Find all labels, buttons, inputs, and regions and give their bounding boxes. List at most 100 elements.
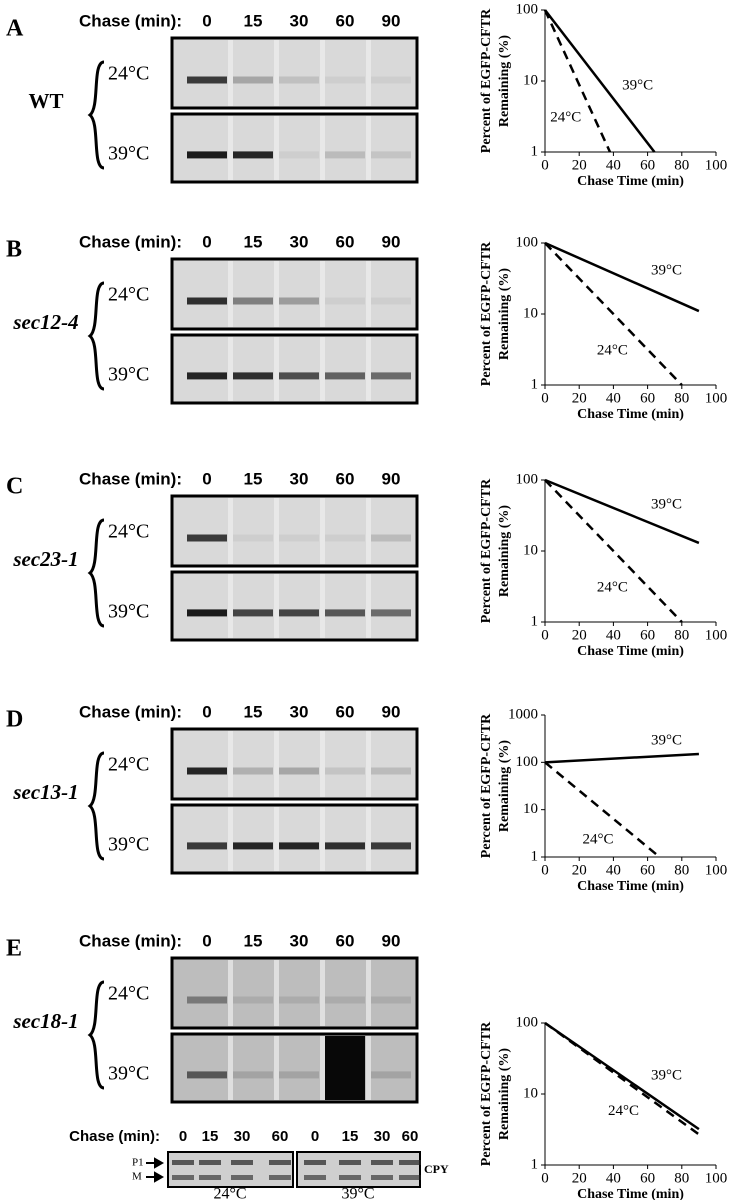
x-tick-label: 80	[674, 862, 689, 878]
lane-time: 90	[382, 232, 401, 251]
gel-band	[279, 297, 319, 305]
gel-band	[233, 151, 273, 159]
series-label: 39°C	[651, 732, 682, 748]
temp-label: 39°C	[108, 364, 149, 386]
x-tick-label: 0	[541, 1170, 549, 1186]
lane-time: 90	[382, 702, 401, 721]
brace	[87, 60, 105, 170]
gel-band	[187, 1071, 227, 1079]
chase-label: Chase (min):	[79, 469, 182, 488]
y-tick-label: 1	[531, 613, 539, 629]
gel-band	[279, 996, 319, 1004]
temp-label: 39°C	[108, 601, 149, 623]
gel-band	[187, 767, 227, 775]
lane-gap	[320, 116, 325, 180]
temp-label: 39°C	[108, 143, 149, 165]
x-tick-label: 80	[674, 157, 689, 173]
lane-time: 0	[202, 11, 211, 30]
gel	[167, 1151, 294, 1188]
lane-time: 0	[202, 469, 211, 488]
lane-gap	[274, 1036, 279, 1100]
y-tick-label: 10	[523, 72, 538, 88]
gel-band	[187, 297, 227, 305]
gel-band	[339, 1160, 361, 1165]
strain-label: sec18-1	[12, 1009, 78, 1033]
lane-gap	[228, 40, 233, 106]
y-axis-label: Percent of EGFP-CFTR	[479, 1021, 494, 1166]
lane-gap	[320, 574, 325, 638]
y-axis-label: Remaining (%)	[497, 505, 512, 598]
x-axis-label: Chase Time (min)	[577, 407, 684, 422]
lane-gap	[228, 261, 233, 327]
gel-band	[371, 534, 411, 542]
lane-time: 60	[402, 1128, 419, 1145]
gel-band	[269, 1160, 291, 1165]
gel-band	[187, 76, 227, 84]
lane-gap	[366, 960, 371, 1026]
gel-band	[304, 1160, 326, 1165]
gel	[170, 956, 419, 1030]
gel	[170, 803, 419, 875]
x-tick-label: 20	[572, 390, 587, 406]
lane-time: 0	[311, 1128, 319, 1145]
y-tick-label: 1	[531, 143, 539, 159]
lane-gap	[320, 1036, 325, 1100]
y-tick-label: 100	[516, 754, 539, 770]
arrow	[146, 1157, 165, 1169]
lane-time: 60	[336, 469, 355, 488]
gel-band	[325, 151, 365, 159]
lane-time: 90	[382, 11, 401, 30]
gel	[170, 333, 419, 405]
lane-time: 30	[290, 931, 309, 950]
x-tick-label: 40	[606, 1170, 621, 1186]
temp-label: 24°C	[213, 1186, 246, 1200]
lane-gap	[228, 498, 233, 564]
lane-gap	[274, 40, 279, 106]
lane-gap	[228, 337, 233, 401]
gel-band	[371, 1071, 411, 1079]
strain-label: sec12-4	[12, 310, 78, 334]
lane-gap	[320, 960, 325, 1026]
lane-gap	[274, 807, 279, 871]
lane-time: 60	[336, 232, 355, 251]
lane-time: 0	[202, 931, 211, 950]
y-axis-label: Remaining (%)	[497, 35, 512, 128]
x-tick-label: 80	[674, 1170, 689, 1186]
x-tick-label: 100	[705, 390, 728, 406]
series-line	[544, 478, 700, 545]
x-tick-label: 60	[640, 1170, 655, 1186]
x-tick-label: 100	[705, 157, 728, 173]
y-tick-label: 100	[516, 471, 539, 487]
temp-label: 39°C	[108, 834, 149, 856]
series-label: 39°C	[622, 78, 653, 94]
series-line	[544, 752, 699, 764]
gel-band	[371, 297, 411, 305]
series-line	[544, 241, 700, 313]
lane-time: 90	[382, 469, 401, 488]
x-axis-label: Chase Time (min)	[577, 879, 684, 894]
gel-band	[231, 1160, 253, 1165]
lane-gap	[320, 731, 325, 797]
y-axis-label: Remaining (%)	[497, 268, 512, 361]
x-tick-label: 0	[541, 157, 549, 173]
gel-smear	[325, 1036, 365, 1100]
temp-label: 39°C	[341, 1186, 374, 1200]
x-axis-label: Chase Time (min)	[577, 174, 684, 189]
panel-letter: D	[6, 707, 23, 733]
gel-band	[233, 1071, 273, 1079]
lane-time: 15	[342, 1128, 359, 1145]
x-tick-label: 40	[606, 157, 621, 173]
y-axis-label: Percent of EGFP-CFTR	[479, 8, 494, 153]
panel-letter: C	[6, 474, 23, 500]
x-tick-label: 20	[572, 1170, 587, 1186]
gel-band	[187, 372, 227, 380]
lane-gap	[228, 116, 233, 180]
gel-band	[371, 1175, 393, 1180]
lane-time: 60	[272, 1128, 289, 1145]
panel-letter: E	[6, 936, 22, 962]
series-line	[544, 9, 656, 153]
gel-band	[325, 297, 365, 305]
gel-band	[187, 842, 227, 850]
y-tick-label: 10	[523, 305, 538, 321]
